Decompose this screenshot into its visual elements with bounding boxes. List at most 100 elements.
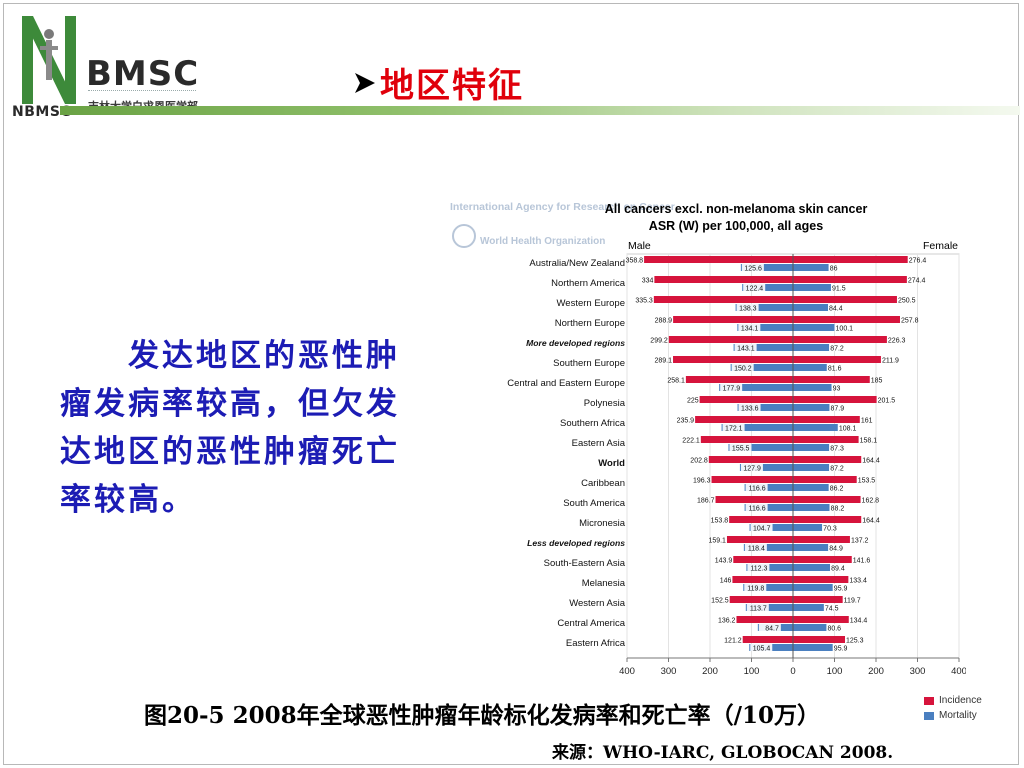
category-label: More developed regions [526, 338, 625, 348]
female-mortality-bar [793, 304, 829, 311]
chart-legend: Incidence Mortality [924, 693, 982, 723]
female-mortality-value-label: 87.9 [830, 406, 844, 413]
category-label: Western Asia [569, 598, 626, 609]
female-incidence-value-label: 119.7 [844, 598, 861, 605]
male-incidence-bar [644, 256, 793, 263]
female-mortality-value-label: 87.3 [830, 446, 844, 453]
female-mortality-value-label: 86.2 [830, 486, 844, 493]
female-mortality-bar [793, 644, 833, 651]
axis-tick-label: 200 [702, 666, 718, 677]
female-mortality-label-bg [828, 484, 850, 491]
male-incidence-value-label: 146 [720, 578, 732, 585]
female-incidence-value-label: 257.8 [901, 318, 919, 325]
slide-title: 地区特征 [352, 58, 524, 107]
male-mortality-value-label: 84.7 [765, 626, 779, 633]
male-incidence-value-label: 288.9 [655, 318, 673, 325]
male-mortality-bar [743, 584, 793, 591]
category-label: Less developed regions [527, 538, 625, 548]
female-incidence-bar [793, 256, 908, 263]
female-mortality-label-bg [832, 644, 854, 651]
figure-source: 来源：WHO-IARC, GLOBOCAN 2008. [552, 743, 894, 763]
male-mortality-value-label: 172.1 [725, 426, 743, 433]
axis-tick-label: 200 [868, 666, 884, 677]
female-mortality-value-label: 70.3 [823, 526, 837, 533]
female-mortality-value-label: 84.4 [829, 306, 843, 313]
male-mortality-value-label: 104.7 [753, 526, 771, 533]
male-mortality-bar [735, 304, 793, 311]
header-gradient-bar [60, 106, 1020, 115]
chart-subtitle: ASR (W) per 100,000, all ages [649, 219, 823, 233]
male-mortality-label-bg [744, 584, 767, 591]
female-mortality-label-bg [829, 404, 851, 411]
female-incidence-value-label: 250.5 [898, 298, 916, 305]
chart-watermark: International Agency for Research on Can… [450, 201, 675, 213]
chart-watermark-who: World Health Organization [480, 236, 605, 247]
male-mortality-value-label: 116.6 [749, 486, 766, 493]
female-incidence-value-label: 276.4 [909, 258, 927, 265]
male-mortality-bar [721, 424, 793, 431]
axis-tick-label: 400 [619, 666, 635, 677]
male-incidence-bar [729, 596, 793, 603]
category-label: Southern Europe [553, 358, 625, 369]
category-label: Polynesia [584, 398, 626, 409]
category-label: Caribbean [581, 478, 625, 489]
male-mortality-bar [744, 484, 793, 491]
male-incidence-value-label: 136.2 [718, 618, 736, 625]
female-incidence-value-label: 125.3 [846, 638, 864, 645]
male-incidence-value-label: 121.2 [724, 638, 742, 645]
female-mortality-label-bg [828, 544, 850, 551]
male-mortality-label-bg [741, 264, 764, 271]
female-incidence-bar [793, 316, 900, 323]
female-mortality-label-bg [828, 264, 850, 271]
category-label: Melanesia [582, 578, 626, 589]
male-mortality-bar [745, 604, 793, 611]
male-mortality-value-label: 177.9 [723, 386, 741, 393]
male-mortality-value-label: 113.7 [750, 606, 767, 613]
female-mortality-value-label: 87.2 [830, 346, 844, 353]
male-mortality-bar [744, 504, 793, 511]
male-mortality-value-label: 134.1 [741, 326, 759, 333]
female-incidence-value-label: 141.6 [853, 558, 871, 565]
female-incidence-bar [793, 616, 849, 623]
female-incidence-bar [793, 596, 843, 603]
female-mortality-label-bg [829, 344, 851, 351]
male-incidence-bar [695, 416, 793, 423]
logo-divider [88, 90, 196, 95]
cancer-incidence-chart: International Agency for Research on Can… [446, 196, 966, 678]
female-incidence-value-label: 164.4 [862, 458, 880, 465]
female-mortality-label-bg [830, 564, 852, 571]
legend-swatch-mortality [924, 711, 934, 720]
male-mortality-bar [737, 324, 793, 331]
male-incidence-value-label: 235.9 [677, 418, 695, 425]
logo-small-brand: NBMSC [12, 104, 72, 120]
male-mortality-label-bg [745, 484, 768, 491]
female-mortality-bar [793, 424, 838, 431]
male-incidence-bar [715, 496, 793, 503]
male-incidence-bar [708, 456, 793, 463]
female-incidence-bar [793, 476, 857, 483]
female-incidence-bar [793, 456, 862, 463]
logo-n-emblem-icon [22, 16, 76, 104]
male-mortality-label-bg [722, 424, 745, 431]
female-mortality-label-bg [831, 384, 853, 391]
female-mortality-bar [793, 384, 832, 391]
chart-title: All cancers excl. non-melanoma skin canc… [605, 202, 868, 216]
female-mortality-bar [793, 364, 827, 371]
female-mortality-bar [793, 324, 835, 331]
axis-tick-label: 100 [827, 666, 843, 677]
female-mortality-bar [793, 484, 829, 491]
male-mortality-value-label: 105.4 [753, 646, 771, 653]
male-incidence-value-label: 196.3 [693, 478, 711, 485]
male-incidence-value-label: 186.7 [697, 498, 715, 505]
female-incidence-value-label: 185 [871, 378, 883, 385]
male-incidence-value-label: 335.3 [635, 298, 653, 305]
axis-tick-label: 0 [790, 666, 795, 677]
male-incidence-value-label: 258.1 [667, 378, 685, 385]
male-mortality-label-bg [720, 384, 743, 391]
male-incidence-value-label: 334 [642, 278, 654, 285]
male-mortality-value-label: 150.2 [734, 366, 752, 373]
female-incidence-bar [793, 396, 877, 403]
female-mortality-value-label: 100.1 [836, 326, 854, 333]
female-mortality-bar [793, 504, 830, 511]
male-incidence-value-label: 225 [687, 398, 699, 405]
